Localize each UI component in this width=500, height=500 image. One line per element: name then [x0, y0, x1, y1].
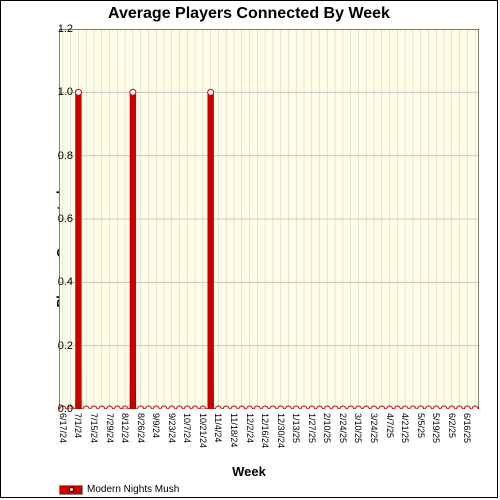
- x-tick-label: 12/30/24: [276, 413, 286, 448]
- x-tick-label: 3/24/25: [369, 413, 379, 443]
- plot-area: [59, 29, 479, 409]
- x-tick-label: 8/26/24: [136, 413, 146, 443]
- legend-marker-icon: [69, 487, 74, 492]
- x-tick-label: 6/16/25: [462, 413, 472, 443]
- x-tick-label: 1/13/25: [291, 413, 301, 443]
- x-tick-label: 12/2/24: [245, 413, 255, 443]
- x-tick-label: 3/10/25: [353, 413, 363, 443]
- x-tick-label: 10/21/24: [198, 413, 208, 448]
- y-tick-label: 1.0: [43, 86, 73, 98]
- x-tick-label: 1/27/25: [307, 413, 317, 443]
- x-tick-label: 4/7/25: [385, 413, 395, 438]
- x-tick-label: 8/12/24: [120, 413, 130, 443]
- y-tick-label: 0.2: [43, 340, 73, 352]
- y-tick-label: 0.6: [43, 213, 73, 225]
- x-tick-label: 7/29/24: [105, 413, 115, 443]
- y-tick-label: 0.4: [43, 276, 73, 288]
- chart-container: Average Players Connected By Week Player…: [0, 0, 498, 498]
- x-tick-label: 11/4/24: [213, 413, 223, 442]
- x-tick-label: 2/24/25: [338, 413, 348, 443]
- x-tick-label: 7/15/24: [89, 413, 99, 443]
- x-tick-label: 4/21/25: [400, 413, 410, 443]
- x-tick-label: 7/1/24: [73, 413, 83, 438]
- x-tick-label: 5/19/25: [431, 413, 441, 443]
- x-axis-label: Week: [1, 464, 497, 479]
- x-tick-label: 6/2/25: [447, 413, 457, 438]
- x-tick-label: 12/16/24: [260, 413, 270, 448]
- x-tick-label: 11/18/24: [229, 413, 239, 447]
- x-tick-label: 2/10/25: [322, 413, 332, 443]
- x-tick-label: 9/23/24: [167, 413, 177, 443]
- x-tick-label: 9/9/24: [151, 413, 161, 438]
- x-tick-label: 10/7/24: [182, 413, 192, 443]
- chart-svg: [59, 29, 479, 409]
- chart-title: Average Players Connected By Week: [1, 1, 497, 23]
- y-tick-label: 0.8: [43, 150, 73, 162]
- legend-swatch: [59, 485, 83, 495]
- legend: Modern Nights Mush: [59, 484, 179, 495]
- y-tick-label: 1.2: [43, 23, 73, 35]
- x-tick-label: 5/5/25: [416, 413, 426, 438]
- x-tick-label: 6/17/24: [58, 413, 68, 443]
- legend-label: Modern Nights Mush: [87, 484, 179, 495]
